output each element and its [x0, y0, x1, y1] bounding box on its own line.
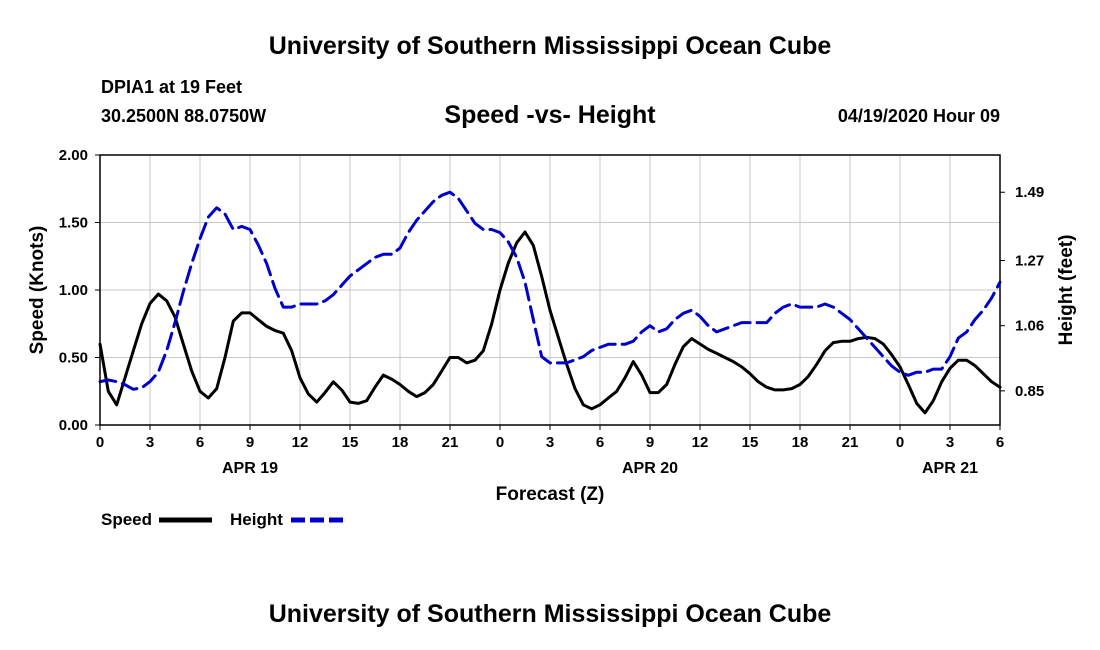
y2-tick-label: 0.85: [1015, 383, 1044, 400]
x-tick-label: 3: [146, 434, 154, 451]
y2-tick-label: 1.06: [1015, 318, 1044, 335]
x-tick-label: 9: [646, 434, 654, 451]
grid: [99, 154, 1001, 426]
header-title: University of Southern Mississippi Ocean…: [268, 32, 832, 60]
y2-axis-label: Height (feet): [1056, 235, 1077, 346]
x-tick-label: 0: [496, 434, 504, 451]
speed-height-chart: 0 3 6 9 12 15 18 21 0 3 6 9 12 15 18 21 0 3 6 APR 19 APR 20 A…: [27, 147, 1077, 529]
legend: Speed Height: [101, 510, 343, 529]
x-tick-label: 21: [442, 434, 459, 451]
x-tick-label: 6: [596, 434, 604, 451]
x-tick-label: 21: [842, 434, 859, 451]
y-axis-label: Speed (Knots): [27, 226, 48, 355]
date-label: APR 21: [922, 460, 978, 477]
chart-title: Speed -vs- Height: [444, 101, 656, 129]
footer-title: University of Southern Mississippi Ocean…: [268, 600, 832, 628]
series-line-height: [98, 190, 1002, 391]
series-line-speed: [98, 230, 1002, 415]
legend-height-label: Height: [230, 510, 283, 529]
x-tick-label: 3: [946, 434, 954, 451]
y-tick-label: 1.00: [59, 282, 88, 299]
x-tick-label: 18: [792, 434, 809, 451]
x-tick-label: 0: [96, 434, 104, 451]
x-tick-label: 6: [996, 434, 1004, 451]
y-tick-label: 2.00: [59, 147, 88, 164]
x-tick-label: 9: [246, 434, 254, 451]
axes: 0 3 6 9 12 15 18 21 0 3 6 9 12 15 18 21 0 3 6 APR 19 APR 20 A…: [59, 147, 1044, 477]
y-tick-label: 0.50: [59, 350, 88, 367]
y2-tick-label: 1.27: [1015, 253, 1044, 270]
date-label: APR 20: [622, 460, 678, 477]
x-tick-label: 6: [196, 434, 204, 451]
forecast-time: 04/19/2020 Hour 09: [837, 106, 1000, 126]
series-layer: [98, 190, 1002, 415]
x-tick-label: 12: [292, 434, 309, 451]
x-tick-label: 18: [392, 434, 409, 451]
x-tick-label: 15: [342, 434, 359, 451]
x-tick-label: 15: [742, 434, 759, 451]
station-coords: 30.2500N 88.0750W: [101, 106, 267, 126]
y-tick-label: 0.00: [59, 417, 88, 434]
x-axis-label: Forecast (Z): [496, 484, 605, 505]
legend-speed-label: Speed: [101, 510, 152, 529]
y-tick-label: 1.50: [59, 215, 88, 232]
station-name: DPIA1 at 19 Feet: [101, 77, 243, 97]
y2-tick-label: 1.49: [1015, 184, 1044, 201]
x-tick-label: 3: [546, 434, 554, 451]
x-tick-label: 12: [692, 434, 709, 451]
x-tick-label: 0: [896, 434, 904, 451]
date-label: APR 19: [222, 460, 278, 477]
